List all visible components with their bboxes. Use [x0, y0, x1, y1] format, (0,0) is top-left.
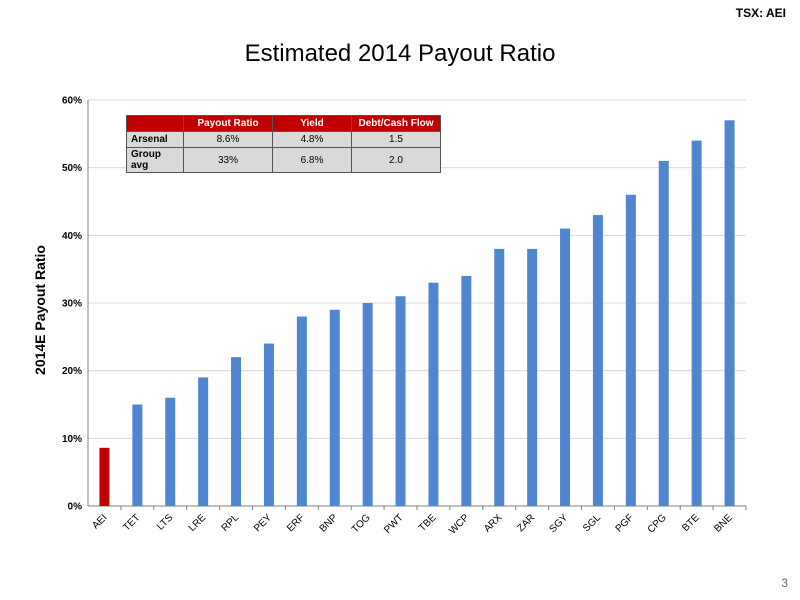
x-tick-label: PEY [252, 512, 274, 534]
y-tick-label: 60% [62, 96, 82, 107]
bar-aei [99, 447, 110, 506]
page-number: 3 [781, 576, 788, 590]
x-tick-label: LTS [155, 512, 175, 532]
summary-row-group-avg: Group avg 33% 6.8% 2.0 [126, 147, 441, 173]
summary-row-arsenal: Arsenal 8.6% 4.8% 1.5 [126, 131, 441, 148]
bar-erf [296, 316, 307, 506]
x-tick-label: RPL [220, 512, 242, 534]
bar-tet [132, 404, 143, 506]
bar-bnp [329, 309, 340, 506]
x-tick-label: PWT [382, 512, 405, 535]
bar-bte [691, 140, 702, 506]
bar-pwt [395, 296, 406, 506]
summary-header-blank [126, 115, 184, 132]
bar-rpl [231, 357, 242, 506]
summary-cell: 33% [183, 147, 273, 173]
x-tick-label: BNP [318, 512, 341, 535]
x-tick-label: WCP [447, 512, 472, 537]
y-tick-label: 30% [62, 299, 82, 310]
summary-cell: 1.5 [351, 131, 441, 148]
y-tick-label: 50% [62, 163, 82, 174]
x-tick-label: BTE [680, 512, 702, 534]
bar-sgl [592, 215, 603, 507]
y-tick-label: 20% [62, 366, 82, 377]
bar-zar [527, 248, 538, 506]
bar-arx [494, 248, 505, 506]
x-tick-label: ERF [285, 512, 307, 534]
summary-header-row: Payout Ratio Yield Debt/Cash Flow [126, 115, 441, 132]
x-tick-label: SGL [581, 512, 603, 534]
bar-cpg [658, 160, 669, 506]
summary-header-yield: Yield [272, 115, 352, 132]
bar-tog [362, 303, 373, 506]
ticker-label: TSX: AEI [736, 6, 786, 20]
bar-pey [263, 343, 274, 506]
summary-cell: 6.8% [272, 147, 352, 173]
summary-table: Payout Ratio Yield Debt/Cash Flow Arsena… [126, 115, 441, 173]
summary-cell: Group avg [126, 147, 184, 173]
x-tick-label: AEI [90, 512, 109, 531]
summary-cell: 8.6% [183, 131, 273, 148]
bar-tbe [428, 282, 439, 506]
bar-wcp [461, 275, 472, 506]
ticker-symbol: AEI [765, 6, 786, 20]
y-tick-label: 0% [68, 502, 83, 513]
y-tick-label: 40% [62, 231, 82, 242]
bar-pgf [625, 194, 636, 506]
x-tick-label: SGY [547, 512, 570, 535]
x-tick-label: TBE [417, 512, 439, 534]
bar-bne [724, 120, 735, 507]
x-tick-label: TET [121, 512, 142, 533]
x-tick-label: ARX [482, 512, 505, 535]
summary-cell: 4.8% [272, 131, 352, 148]
bar-lts [165, 397, 176, 506]
x-tick-label: PGF [614, 512, 636, 534]
summary-header-debt: Debt/Cash Flow [351, 115, 441, 132]
summary-cell: Arsenal [126, 131, 184, 148]
y-tick-label: 10% [62, 434, 82, 445]
ticker-prefix: TSX: [735, 6, 764, 20]
x-tick-label: TOG [350, 512, 373, 535]
chart-title: Estimated 2014 Payout Ratio [244, 40, 556, 67]
x-tick-label: LRE [187, 512, 209, 534]
x-tick-label: CPG [646, 512, 669, 535]
x-tick-label: BNE [712, 512, 735, 535]
summary-cell: 2.0 [351, 147, 441, 173]
summary-header-payout: Payout Ratio [183, 115, 273, 132]
bar-sgy [560, 228, 571, 507]
bar-lre [198, 377, 209, 506]
x-tick-label: ZAR [515, 512, 537, 534]
